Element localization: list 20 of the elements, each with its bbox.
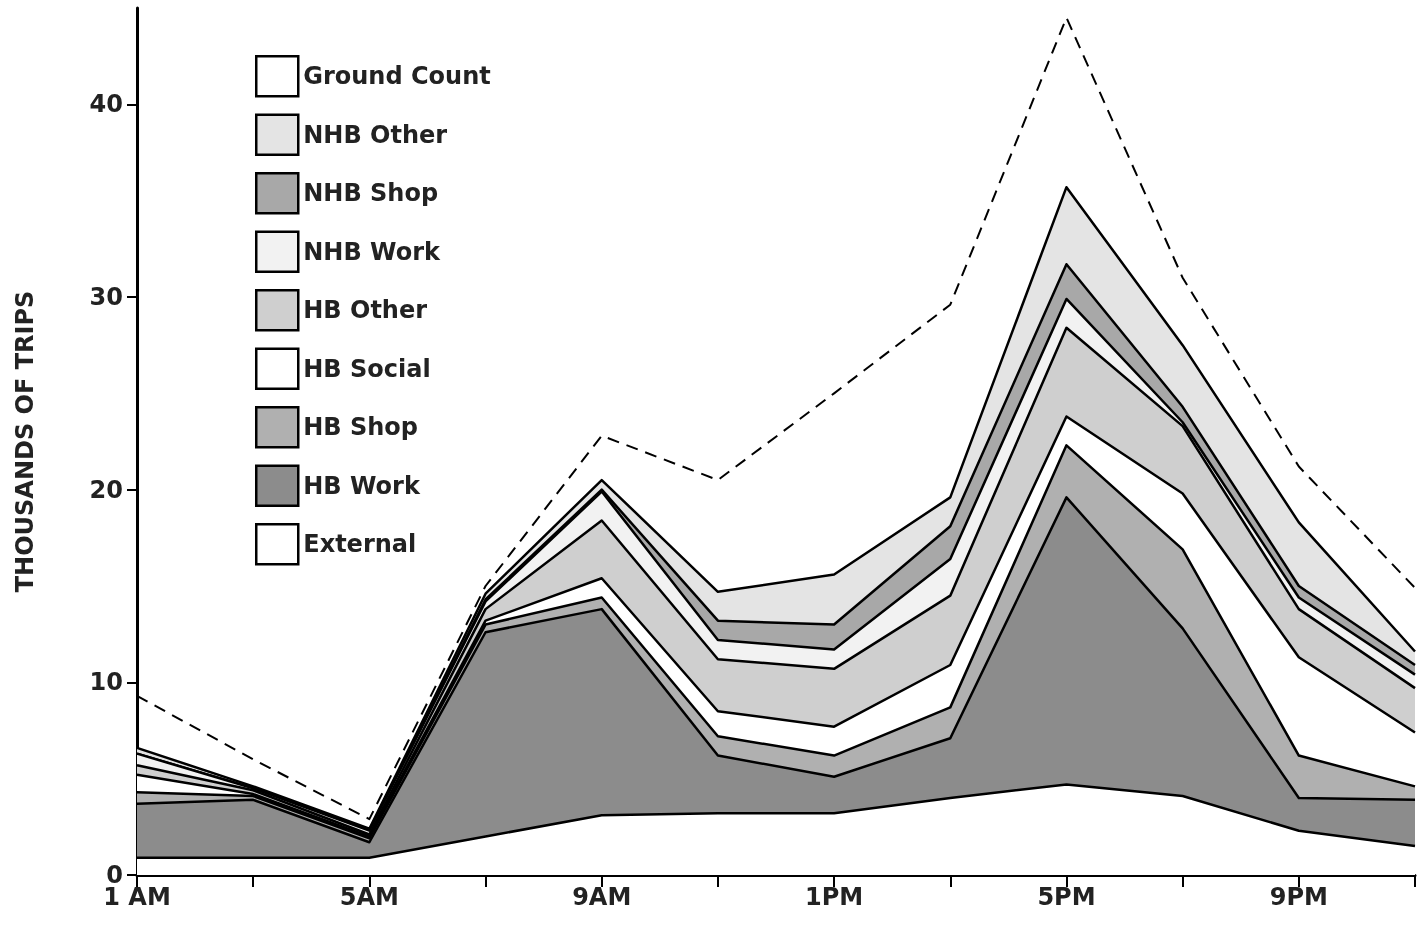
legend-label: External (303, 530, 417, 559)
y-tick-label: 30 (89, 283, 123, 311)
y-tick-label: 20 (89, 475, 123, 504)
legend-label: NHB Other (303, 120, 448, 149)
x-tick-label: 5PM (1037, 883, 1096, 911)
legend-label: HB Social (303, 354, 431, 383)
legend-label: Ground Count (303, 62, 491, 91)
legend-label: HB Other (303, 296, 428, 325)
x-tick-label: 1PM (805, 883, 864, 911)
x-tick-label: 5AM (339, 883, 399, 911)
legend-label: NHB Shop (303, 179, 439, 208)
legend-label: HB Work (303, 471, 421, 500)
x-tick-label: 1 AM (103, 883, 171, 911)
y-axis-title: THOUSANDS OF TRIPS (11, 290, 39, 593)
legend-label: HB Shop (303, 413, 419, 442)
legend-label: NHB Work (303, 237, 442, 266)
x-tick-label: 9PM (1269, 883, 1328, 911)
x-tick-label: 9AM (572, 883, 632, 911)
y-tick-label: 10 (89, 668, 123, 697)
y-tick-label: 40 (89, 90, 123, 119)
